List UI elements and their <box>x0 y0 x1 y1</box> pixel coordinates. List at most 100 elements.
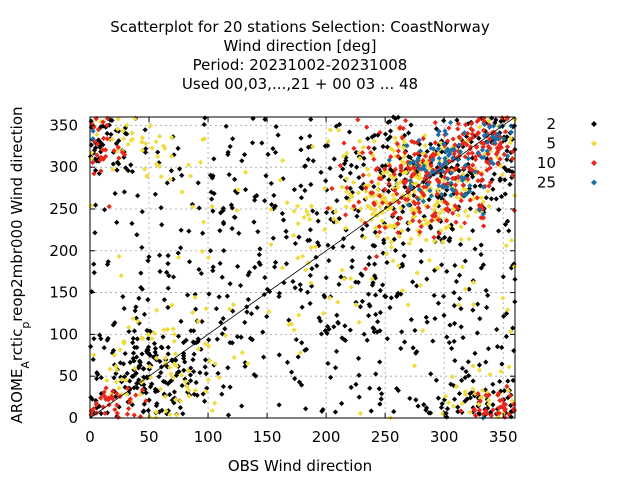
data-point-2 <box>167 392 173 398</box>
data-point-2 <box>283 234 290 240</box>
data-point-5 <box>351 179 357 186</box>
data-point-2 <box>91 270 97 276</box>
data-point-2 <box>365 313 372 319</box>
data-point-2 <box>273 259 279 265</box>
data-point-2 <box>444 334 450 340</box>
data-point-2 <box>152 389 159 395</box>
data-point-25 <box>443 131 449 137</box>
data-point-2 <box>380 250 386 256</box>
data-point-10 <box>125 405 132 412</box>
data-point-5 <box>110 166 116 172</box>
data-point-2 <box>130 335 136 342</box>
data-point-2 <box>498 193 505 200</box>
data-point-25 <box>459 177 466 183</box>
data-point-10 <box>507 393 513 399</box>
data-point-2 <box>308 181 314 188</box>
data-point-2 <box>501 388 508 394</box>
data-point-2 <box>224 293 230 299</box>
data-point-2 <box>219 391 225 397</box>
data-point-5 <box>330 216 337 222</box>
data-point-2 <box>385 188 392 195</box>
data-point-10 <box>460 182 466 188</box>
y-axis-ticks: 0 50 100 150 200 250 300 350 <box>49 116 515 427</box>
data-point-2 <box>432 315 438 322</box>
data-point-10 <box>125 385 131 392</box>
data-point-10 <box>103 385 109 391</box>
data-point-2 <box>94 404 100 411</box>
data-point-2 <box>180 411 186 417</box>
data-point-2 <box>284 359 291 366</box>
data-point-25 <box>485 139 491 145</box>
data-point-2 <box>347 327 353 333</box>
title-line-4: Used 00,03,...,21 + 00 03 ... 48 <box>182 75 418 93</box>
data-point-2 <box>421 213 427 220</box>
data-point-25 <box>442 128 448 134</box>
data-point-2 <box>353 149 359 156</box>
data-point-2 <box>474 330 481 336</box>
data-point-2 <box>372 132 378 138</box>
data-point-5 <box>157 386 164 392</box>
data-point-2 <box>120 361 127 367</box>
data-point-5 <box>123 377 129 383</box>
data-point-25 <box>428 193 434 199</box>
data-point-2 <box>499 344 505 351</box>
data-point-10 <box>475 130 481 136</box>
data-point-2 <box>293 336 299 343</box>
data-point-2 <box>469 171 475 177</box>
data-point-2 <box>472 183 478 189</box>
data-point-10 <box>104 136 110 142</box>
data-point-5 <box>371 138 377 144</box>
data-point-2 <box>451 320 458 327</box>
data-point-5 <box>175 254 182 261</box>
data-point-2 <box>490 186 496 192</box>
data-point-2 <box>226 171 232 178</box>
data-point-5 <box>357 138 363 144</box>
data-point-5 <box>485 118 492 124</box>
data-point-2 <box>264 313 270 320</box>
data-point-10 <box>405 164 411 171</box>
data-point-2 <box>234 334 241 340</box>
data-point-2 <box>130 340 136 346</box>
data-point-2 <box>130 350 137 356</box>
data-point-2 <box>381 173 387 179</box>
data-point-5 <box>290 232 297 238</box>
data-point-25 <box>488 158 494 165</box>
data-point-10 <box>499 397 505 403</box>
data-point-5 <box>505 307 511 313</box>
data-point-2 <box>120 294 126 300</box>
data-point-10 <box>445 208 451 214</box>
data-point-5 <box>443 225 449 231</box>
data-point-25 <box>427 173 433 179</box>
data-point-2 <box>406 130 412 136</box>
data-point-2 <box>401 253 407 259</box>
data-point-2 <box>323 209 330 216</box>
data-point-25 <box>440 183 446 189</box>
data-point-5 <box>426 257 433 263</box>
data-point-2 <box>168 168 174 174</box>
data-point-10 <box>480 223 487 229</box>
data-point-2 <box>262 116 268 123</box>
data-point-2 <box>197 369 203 376</box>
data-point-5 <box>304 208 310 214</box>
data-point-10 <box>418 223 424 230</box>
data-point-25 <box>427 187 433 194</box>
data-point-5 <box>460 186 467 192</box>
data-point-10 <box>91 171 97 177</box>
data-point-2 <box>222 326 228 332</box>
data-point-2 <box>180 339 187 346</box>
data-point-10 <box>410 165 417 171</box>
data-point-10 <box>420 190 426 196</box>
data-point-2 <box>457 241 464 248</box>
data-point-2 <box>460 335 466 341</box>
data-point-2 <box>356 174 362 181</box>
data-point-2 <box>156 374 162 380</box>
data-point-25 <box>436 128 442 134</box>
data-point-2 <box>338 173 344 180</box>
x-tick-label: 250 <box>371 428 400 446</box>
data-point-2 <box>279 210 285 217</box>
data-point-10 <box>488 156 494 162</box>
data-point-2 <box>359 226 366 232</box>
data-point-2 <box>92 230 98 236</box>
data-point-5 <box>380 170 386 176</box>
data-point-5 <box>363 188 369 194</box>
